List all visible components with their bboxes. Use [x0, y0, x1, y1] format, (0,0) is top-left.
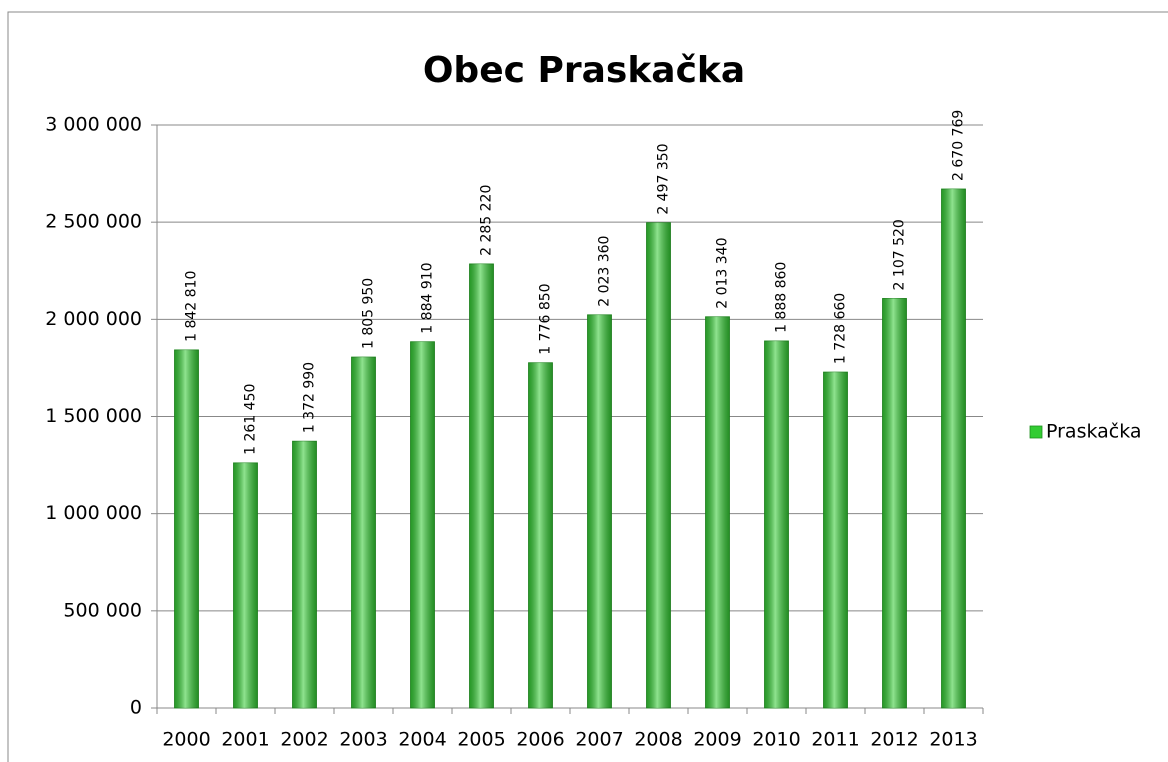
- value-label: 1 842 810: [184, 271, 200, 342]
- y-tick-label: 2 000 000: [45, 308, 142, 330]
- value-label: 1 776 850: [538, 283, 554, 354]
- bar-shine: [528, 362, 553, 708]
- bar-shine: [351, 357, 376, 708]
- chart-title: Obec Praskačka: [423, 50, 745, 91]
- x-tick-label: 2006: [516, 729, 564, 751]
- bar-shine: [469, 263, 494, 708]
- x-tick-label: 2011: [811, 729, 859, 751]
- value-label: 1 805 950: [361, 278, 377, 349]
- y-tick-label: 1 000 000: [45, 502, 142, 524]
- value-label: 2 107 520: [892, 219, 908, 290]
- value-label: 2 670 769: [951, 110, 967, 181]
- bar-shine: [941, 188, 966, 708]
- x-tick-label: 2005: [457, 729, 505, 751]
- x-tick-label: 2000: [162, 729, 210, 751]
- y-tick-label: 500 000: [63, 599, 142, 621]
- bar-shine: [410, 341, 435, 708]
- x-tick-label: 2012: [870, 729, 918, 751]
- value-label: 2 285 220: [479, 185, 495, 256]
- x-tick-label: 2004: [398, 729, 446, 751]
- bar-shine: [882, 298, 907, 708]
- value-label: 1 888 860: [774, 262, 790, 333]
- value-label: 2 013 340: [715, 237, 731, 308]
- y-tick-label: 1 500 000: [45, 405, 142, 427]
- x-tick-label: 2002: [280, 729, 328, 751]
- legend-label: Praskačka: [1046, 421, 1142, 443]
- bar-shine: [233, 462, 258, 708]
- value-label: 1 372 990: [302, 362, 318, 433]
- bar-shine: [823, 372, 848, 708]
- y-tick-label: 0: [130, 697, 142, 719]
- x-tick-label: 2001: [221, 729, 269, 751]
- x-tick-label: 2013: [929, 729, 977, 751]
- y-tick-label: 2 500 000: [45, 211, 142, 233]
- x-tick-label: 2009: [693, 729, 741, 751]
- x-tick-label: 2003: [339, 729, 387, 751]
- bar-shine: [292, 441, 317, 708]
- x-tick-label: 2008: [634, 729, 682, 751]
- bar-shine: [764, 340, 789, 708]
- y-tick-label: 3 000 000: [45, 114, 142, 136]
- legend-swatch: [1029, 425, 1043, 439]
- bar-shine: [646, 222, 671, 709]
- value-label: 1 728 660: [833, 293, 849, 364]
- value-label: 1 884 910: [420, 262, 436, 333]
- x-tick-label: 2010: [752, 729, 800, 751]
- x-tick-label: 2007: [575, 729, 623, 751]
- bar-shine: [587, 314, 612, 708]
- value-label: 1 261 450: [243, 384, 259, 455]
- value-label: 2 497 350: [656, 143, 672, 214]
- value-label: 2 023 360: [597, 236, 613, 307]
- bar-shine: [174, 349, 199, 708]
- bar-shine: [705, 316, 730, 708]
- chart-frame: [7, 11, 1168, 762]
